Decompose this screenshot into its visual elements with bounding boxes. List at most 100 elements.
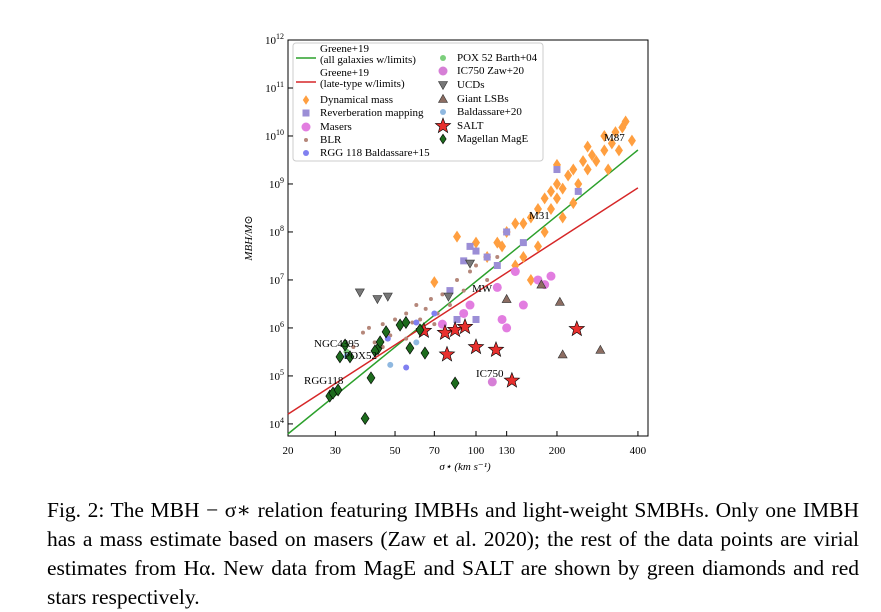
dot-marker [440,292,445,297]
legend-label: UCDs [457,79,485,91]
star-marker [456,318,474,335]
diamond-marker [569,163,578,176]
dot-marker [380,322,385,327]
circle-marker [518,300,528,310]
legend-label: Greene+19 (late-type w/limits) [320,67,405,90]
dot-marker [366,325,371,330]
annotation: IC750 [476,368,504,380]
square-marker [446,287,454,295]
square-marker [453,315,461,323]
triangle-marker [443,292,454,302]
dot-marker [372,340,377,345]
star-marker [568,320,586,337]
dot-marker [404,336,409,341]
diamond-marker [519,251,528,264]
x-tick-label: 200 [549,445,566,457]
circle-marker [438,66,448,76]
diamond-marker [546,185,555,198]
dot-marker [423,306,428,311]
triangle-marker [536,279,547,289]
diamond-marker [333,383,343,397]
dot-marker [447,303,452,308]
dot-marker [468,269,473,274]
dot-marker [414,303,419,308]
annotation: M31 [529,210,550,222]
dot-marker [351,345,356,350]
x-tick-label: 100 [468,445,485,457]
diamond-marker [471,236,480,249]
triangle-marker [437,93,449,103]
diamond-marker [558,182,567,195]
circle-marker [510,266,520,276]
legend-box [292,42,544,162]
diamond-marker [600,129,609,142]
x-tick-label: 30 [330,445,342,457]
square-marker [503,228,511,236]
dot-marker [461,288,466,293]
diamond-marker [592,155,601,168]
y-tick-label: 104 [269,416,284,431]
legend-label: Giant LSBs [457,93,509,105]
annotation: RGG118 [304,375,344,387]
diamond-marker [405,341,415,355]
diamond-marker [430,276,439,289]
square-marker [466,242,474,250]
diamond-marker [611,126,620,139]
annotation: NGC4395 [314,338,360,350]
triangle-marker [464,259,476,269]
y-tick-label: 106 [269,320,284,335]
diamond-marker [450,376,460,390]
y-tick-label: 105 [269,368,284,383]
x-tick-label: 70 [429,445,441,457]
square-marker [574,187,582,195]
diamond-marker [360,411,370,425]
triangle-marker [354,288,365,298]
diamond-marker [552,192,561,205]
diamond-marker [370,344,380,358]
annotation: POX52 [344,350,377,362]
circle-marker [413,319,420,326]
circle-marker [465,300,475,310]
annotation: M87 [604,132,625,144]
diamond-marker [345,350,355,364]
diamond-marker [540,192,549,205]
diamond-marker [540,225,549,238]
dot-marker [428,297,433,302]
diamond-marker [453,230,462,243]
diamond-marker [558,211,567,224]
legend-label: Reverberation mapping [320,107,424,119]
y-tick-label: 1011 [265,80,284,95]
diamond-marker [401,315,411,330]
circle-marker [403,364,410,371]
diamond-marker [546,203,555,216]
plot-frame [287,39,649,437]
circle-marker [497,314,507,324]
circle-marker [303,150,309,156]
star-marker [467,338,485,355]
legend-label: IC750 Zaw+20 [457,65,524,77]
diamond-marker [533,240,542,253]
diamond-marker [564,169,573,182]
star-marker [487,340,505,357]
diamond-marker [569,197,578,210]
diamond-marker [579,155,588,168]
y-tick-label: 1012 [265,32,284,47]
dot-marker [432,322,437,327]
diamond-marker [600,144,609,157]
star-marker [438,345,456,362]
diamond-marker [340,338,350,352]
square-marker [472,315,480,323]
circle-marker [440,109,446,115]
dot-marker [304,138,308,142]
chart: σ⋆ (km s⁻¹) MBH/M⊙ 104 105 106 107 108 109 101… [243,32,649,473]
regression-line [287,187,639,415]
square-marker [483,253,491,261]
triangle-marker [554,296,565,306]
y-axis-label: MBH/M⊙ [243,215,255,261]
diamond-marker [614,144,623,157]
diamond-marker [381,325,391,339]
triangle-marker [557,349,568,359]
diamond-marker [604,163,613,176]
star-marker [503,371,521,388]
